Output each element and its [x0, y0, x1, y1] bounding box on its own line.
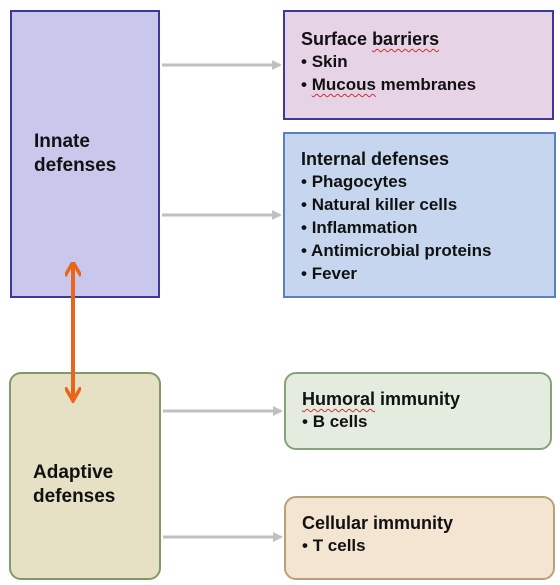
list-item-text: Fever [311, 264, 358, 283]
adaptive-defenses-box: Adaptive defenses [9, 372, 161, 580]
surface-heading-word2: barriers [372, 29, 440, 49]
cellular-immunity-list: • T cells [302, 534, 553, 557]
list-item: • Phagocytes [301, 170, 554, 193]
humoral-immunity-box: Humoral immunity • B cells [284, 372, 552, 450]
list-item: • Fever [301, 262, 554, 285]
list-item-text-part: Mucous [311, 75, 376, 94]
list-item-text: Inflammation [311, 218, 418, 237]
adaptive-title-line2: defenses [33, 486, 116, 507]
list-item: • Skin [301, 50, 552, 73]
internal-defenses-heading: Internal defenses [301, 149, 450, 169]
surface-barriers-heading: Surface barriers [301, 28, 552, 50]
humoral-heading-word2: immunity [380, 389, 461, 409]
list-item-text: Phagocytes [311, 172, 408, 191]
list-item-text-part: membranes [375, 75, 477, 94]
list-item: • Natural killer cells [301, 193, 554, 216]
internal-defenses-box: Internal defenses • Phagocytes • Natural… [283, 132, 556, 298]
innate-title-line1: Innate [34, 131, 90, 152]
list-item-text: T cells [312, 536, 366, 555]
humoral-immunity-list: • B cells [302, 410, 550, 433]
bullet: • [301, 172, 307, 191]
bullet: • [301, 264, 307, 283]
cellular-immunity-heading: Cellular immunity [302, 513, 454, 533]
list-item: • Mucous membranes [301, 73, 552, 96]
cellular-immunity-box: Cellular immunity • T cells [284, 496, 555, 580]
bullet: • [301, 218, 307, 237]
list-item: • B cells [302, 410, 550, 433]
surface-heading-word1: Surface [301, 29, 368, 49]
list-item-text: Natural killer cells [311, 195, 458, 214]
list-item: • Antimicrobial proteins [301, 239, 554, 262]
bullet: • [301, 75, 307, 94]
surface-barriers-box: Surface barriers • Skin • Mucous membran… [283, 10, 554, 120]
bullet: • [302, 412, 308, 431]
list-item-text: Antimicrobial proteins [311, 241, 492, 260]
internal-defenses-list: • Phagocytes • Natural killer cells • In… [301, 170, 554, 285]
surface-barriers-list: • Skin • Mucous membranes [301, 50, 552, 96]
bullet: • [301, 52, 307, 71]
list-item-text: Skin [311, 52, 348, 71]
innate-defenses-title: Innate defenses [34, 130, 116, 178]
adaptive-defenses-title: Adaptive defenses [33, 461, 115, 509]
adaptive-title-line1: Adaptive [33, 462, 114, 483]
bullet: • [302, 536, 308, 555]
list-item-text: Mucous membranes [312, 75, 476, 94]
list-item: • T cells [302, 534, 553, 557]
innate-title-line2: defenses [34, 155, 117, 176]
humoral-immunity-heading: Humoral immunity [302, 388, 550, 410]
list-item: • Inflammation [301, 216, 554, 239]
humoral-heading-word1: Humoral [302, 389, 376, 409]
innate-defenses-box: Innate defenses [10, 10, 160, 298]
list-item-text: B cells [312, 412, 368, 431]
bullet: • [301, 241, 307, 260]
bullet: • [301, 195, 307, 214]
